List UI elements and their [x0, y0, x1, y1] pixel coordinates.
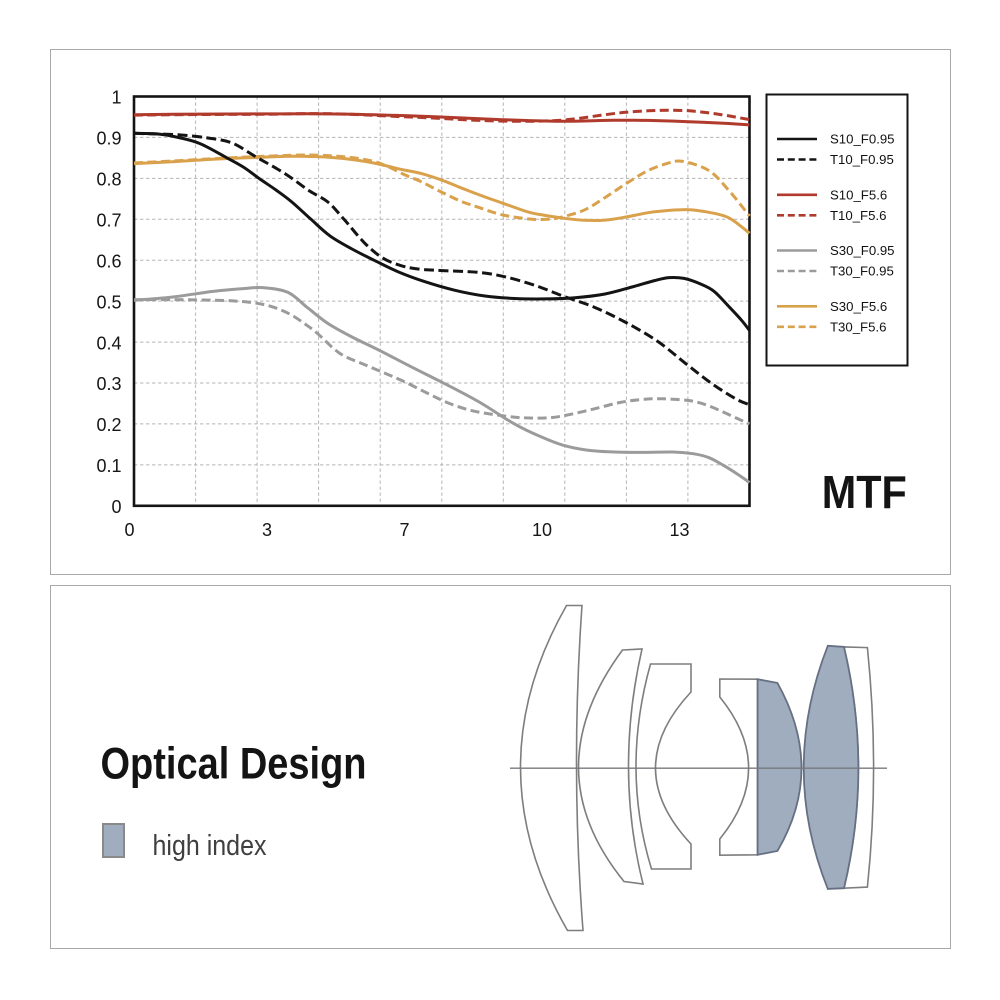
- svg-text:0.4: 0.4: [96, 333, 121, 353]
- svg-text:0.5: 0.5: [96, 292, 121, 312]
- svg-text:T30_F5.6: T30_F5.6: [830, 320, 886, 335]
- svg-text:0.8: 0.8: [96, 170, 121, 190]
- svg-text:7: 7: [399, 520, 409, 540]
- svg-text:0.2: 0.2: [96, 415, 121, 435]
- svg-text:high index: high index: [153, 830, 267, 862]
- svg-text:S30_F5.6: S30_F5.6: [830, 299, 887, 314]
- svg-text:0: 0: [111, 497, 121, 517]
- svg-text:10: 10: [532, 520, 552, 540]
- svg-text:0.9: 0.9: [96, 129, 121, 149]
- svg-text:0.1: 0.1: [96, 456, 121, 476]
- svg-text:S30_F0.95: S30_F0.95: [830, 243, 895, 258]
- svg-text:13: 13: [669, 520, 689, 540]
- svg-text:T30_F0.95: T30_F0.95: [830, 264, 894, 279]
- svg-text:T10_F0.95: T10_F0.95: [830, 152, 894, 167]
- svg-text:0.7: 0.7: [96, 211, 121, 231]
- svg-text:3: 3: [262, 520, 272, 540]
- svg-text:0.3: 0.3: [96, 374, 121, 394]
- svg-text:0.6: 0.6: [96, 251, 121, 271]
- svg-text:1: 1: [111, 88, 121, 108]
- svg-text:MTF: MTF: [822, 466, 907, 518]
- svg-text:S10_F0.95: S10_F0.95: [830, 132, 895, 147]
- svg-text:Optical Design: Optical Design: [101, 740, 367, 789]
- svg-text:T10_F5.6: T10_F5.6: [830, 208, 886, 223]
- svg-text:S10_F5.6: S10_F5.6: [830, 188, 887, 203]
- svg-text:0: 0: [124, 520, 134, 540]
